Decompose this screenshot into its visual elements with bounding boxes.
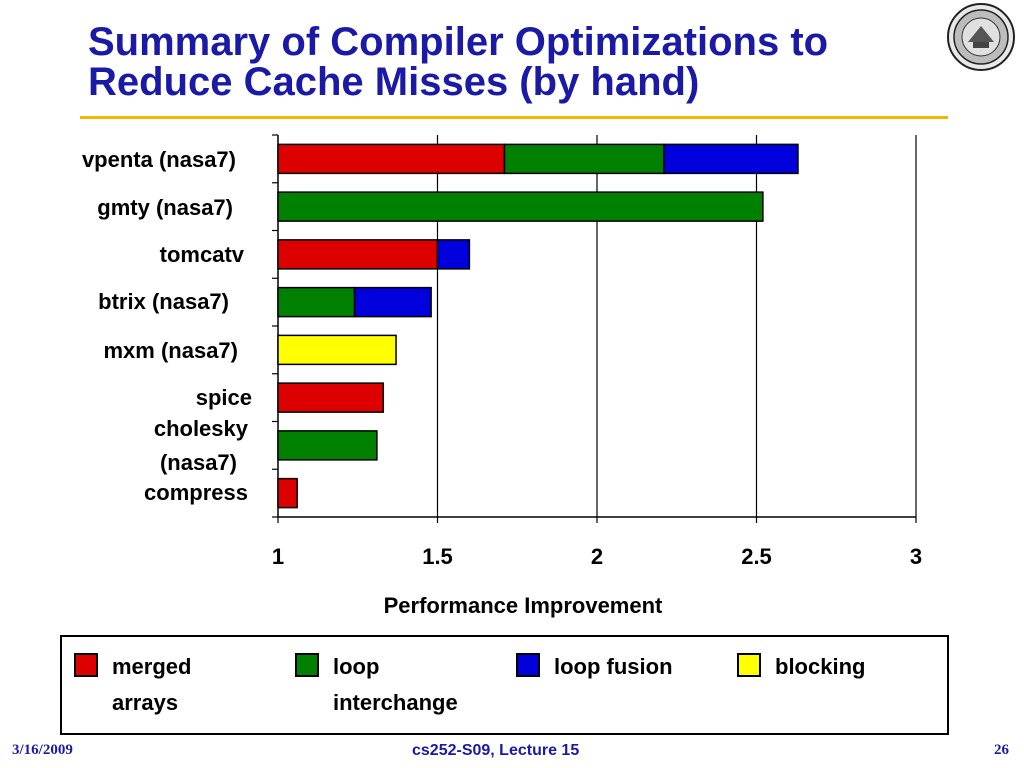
legend-swatch: [74, 653, 98, 677]
bar-segment: [277, 477, 298, 509]
title-underline: [80, 116, 948, 119]
legend-label: loop interchange: [333, 654, 458, 715]
bar-segment: [503, 143, 665, 175]
bar-segment: [663, 143, 799, 175]
footer-date: 3/16/2009: [12, 742, 73, 758]
bar-segment: [353, 286, 432, 318]
category-label: tomcatv: [160, 242, 245, 267]
bar-segment: [277, 286, 356, 318]
legend-label: merged arrays: [112, 654, 192, 715]
legend: merged arrays loop interchange loop fusi…: [60, 635, 949, 735]
x-tick-label: 2: [591, 544, 603, 569]
category-label: (nasa7): [160, 450, 237, 475]
bar-segment: [277, 334, 397, 366]
category-label: mxm (nasa7): [103, 338, 238, 363]
x-tick-label: 1: [272, 544, 284, 569]
legend-label: blocking: [775, 654, 866, 679]
legend-label: loop fusion: [554, 654, 673, 679]
chart: 1 1.5 2 2.5 3 Performance Improvement vpenta (…: [82, 134, 922, 618]
x-tick-label: 2.5: [741, 544, 772, 569]
category-label: compress: [144, 480, 248, 505]
legend-swatch: [737, 653, 761, 677]
footer-page-number: 26: [994, 742, 1009, 758]
bar-segment: [436, 239, 471, 270]
x-tick-label: 1.5: [422, 544, 453, 569]
x-axis-title: Performance Improvement: [384, 593, 663, 618]
category-label: cholesky: [154, 416, 249, 441]
category-label: gmty (nasa7): [97, 195, 233, 220]
bar-segment: [277, 430, 378, 461]
bar-segment: [277, 239, 439, 270]
university-seal-icon: [947, 3, 1015, 71]
legend-swatch: [516, 653, 540, 677]
category-label: btrix (nasa7): [98, 289, 229, 314]
category-label: spice: [196, 385, 252, 410]
bar-segment: [277, 143, 506, 175]
legend-swatch: [295, 653, 319, 677]
category-label: vpenta (nasa7): [82, 147, 236, 172]
bar-segment: [277, 191, 764, 222]
x-tick-label: 3: [910, 544, 922, 569]
bar-segment: [277, 382, 385, 413]
slide-title: Summary of Compiler Optimizations to Red…: [88, 20, 829, 104]
footer-course: cs252-S09, Lecture 15: [412, 742, 580, 759]
